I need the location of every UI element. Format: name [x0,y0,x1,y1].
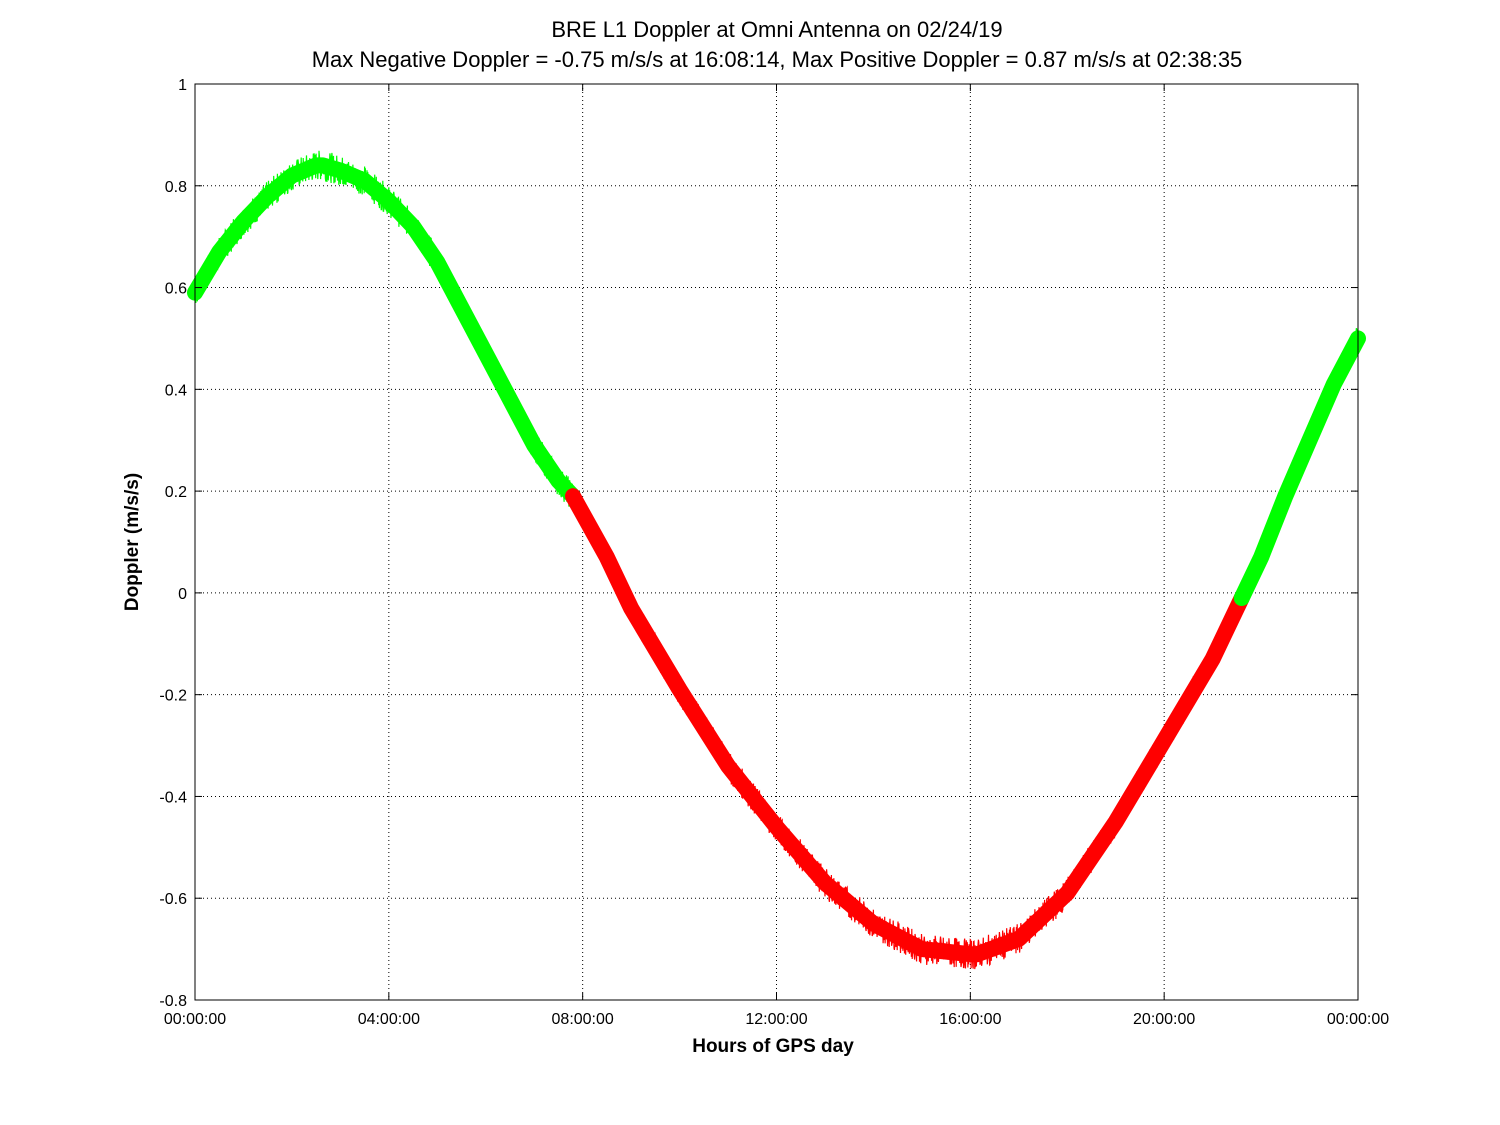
series-noise [1241,328,1359,606]
y-tick-label: -0.2 [159,688,187,705]
y-axis-ticks: 1 0.8 0.6 0.4 0.2 0 -0.2 -0.4 -0.6 -0.8 [159,77,1358,1010]
series-noise [572,488,1243,970]
series-segment [1233,328,1366,606]
series-noise [194,150,574,507]
x-tick-label: 08:00:00 [552,1011,614,1028]
series-segment [187,150,581,507]
chart-title: BRE L1 Doppler at Omni Antenna on 02/24/… [551,17,1002,42]
x-tick-label: 16:00:00 [939,1011,1001,1028]
y-tick-label: -0.4 [159,789,187,806]
y-tick-label: -0.8 [159,993,187,1010]
y-tick-label: 0.4 [165,382,187,399]
grid-layer [195,84,1358,1000]
series-segment [565,488,1250,970]
y-tick-label: 0.6 [165,281,187,298]
series-line [565,488,1250,963]
x-tick-label: 04:00:00 [358,1011,420,1028]
y-tick-label: 0.8 [165,179,187,196]
plot-frame [194,83,1359,1001]
y-tick-label: 1 [178,77,187,94]
x-tick-label: 12:00:00 [745,1011,807,1028]
y-tick-label: 0 [178,586,187,603]
x-axis-label: Hours of GPS day [692,1036,854,1057]
x-axis-ticks: 00:00:00 04:00:00 08:00:00 12:00:00 16:00:00… [164,84,1389,1028]
y-axis-label: Doppler (m/s/s) [122,473,143,611]
y-tick-label: -0.6 [159,891,187,908]
y-tick-label: 0.2 [165,484,187,501]
x-tick-label: 00:00:00 [1327,1011,1389,1028]
x-tick-label: 20:00:00 [1133,1011,1195,1028]
x-tick-label: 00:00:00 [164,1011,226,1028]
series-layer [187,150,1366,970]
chart-subtitle: Max Negative Doppler = -0.75 m/s/s at 16… [312,47,1243,72]
